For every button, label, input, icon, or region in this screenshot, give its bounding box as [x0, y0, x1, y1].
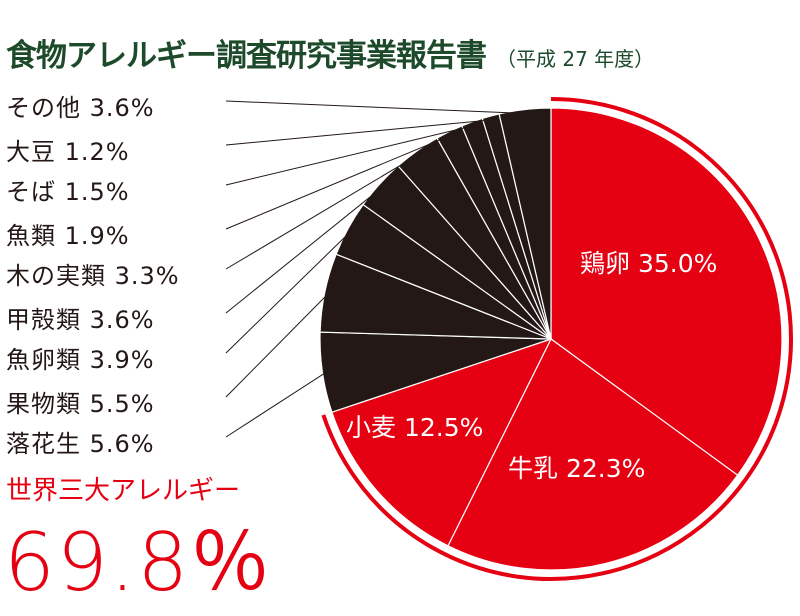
leader-line-6: [225, 186, 383, 314]
leader-line-7: [225, 153, 420, 270]
big-three-label: 世界三大アレルギー: [6, 476, 241, 506]
legend-label-fish-roe: 魚卵類 3.9%: [6, 346, 155, 374]
leader-line-3: [225, 371, 327, 438]
slice-label-0: 鶏卵 35.0%: [580, 249, 717, 278]
legend-label-nuts: 木の実類 3.3%: [6, 262, 180, 290]
legend-label-shellfish: 甲殻類 3.6%: [6, 306, 155, 334]
legend-label-other: その他 3.6%: [6, 94, 155, 122]
leader-line-9: [225, 125, 474, 186]
slice-label-1: 牛乳 22.3%: [508, 454, 645, 483]
legend-label-fruit: 果物類 5.5%: [6, 390, 155, 418]
big-three-value: 69.8％: [4, 516, 273, 609]
pie-slice-1: [447, 338, 739, 571]
legend-label-soy: 大豆 1.2%: [6, 138, 130, 166]
big-three-arc: [321, 97, 793, 581]
leader-line-8: [225, 134, 452, 230]
leader-line-11: [225, 100, 526, 114]
legend-label-peanut: 落花生 5.6%: [6, 430, 155, 458]
leader-line-10: [225, 119, 492, 146]
chart-title: 食物アレルギー調査研究事業報告書 （平成 27 年度）: [6, 30, 654, 75]
pie-slice-2: [331, 337, 553, 547]
leader-line-5: [225, 230, 352, 354]
legend-label-soba: そば 1.5%: [6, 178, 130, 206]
legend-label-fish: 魚類 1.9%: [6, 222, 130, 250]
slice-label-2: 小麦 12.5%: [346, 413, 483, 442]
pie-slice-11: [498, 107, 552, 340]
pie-slice-0: [550, 107, 783, 477]
title-text: 食物アレルギー調査研究事業報告書: [6, 38, 487, 74]
subtitle-text: （平成 27 年度）: [496, 47, 655, 71]
leader-line-4: [225, 292, 330, 398]
